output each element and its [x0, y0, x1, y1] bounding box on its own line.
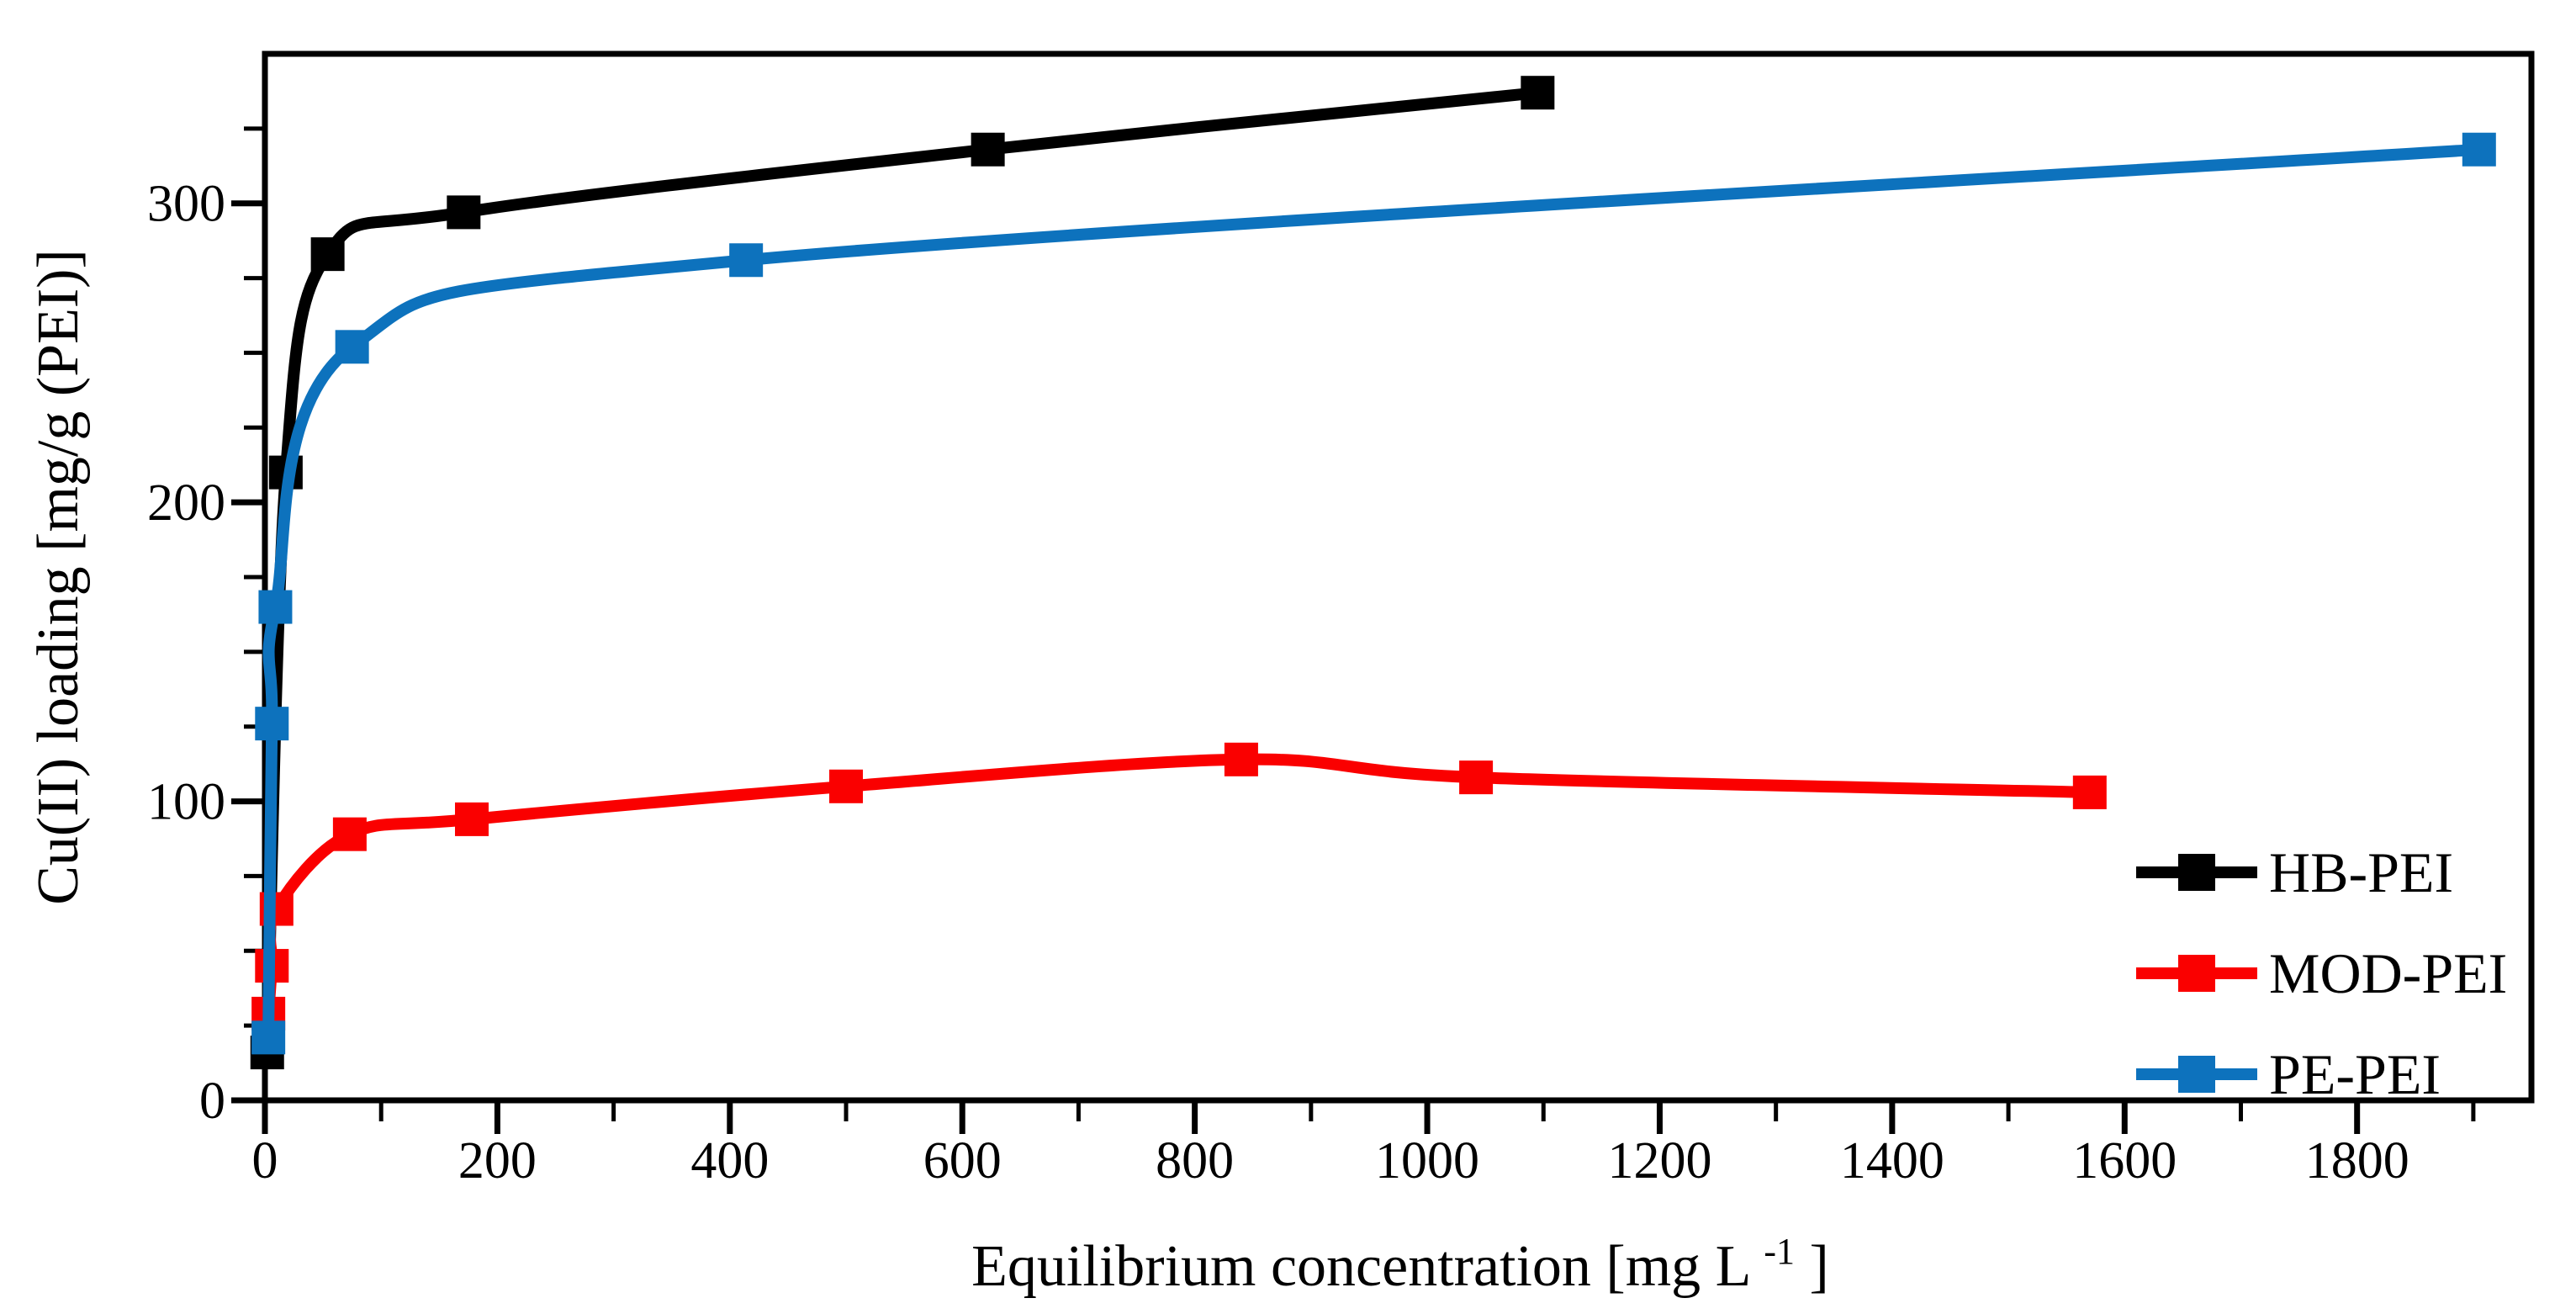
data-point-marker-pe-pei: [258, 590, 293, 624]
data-point-marker-mod-pei: [829, 769, 864, 803]
x-tick-label: 1800: [2305, 1132, 2409, 1189]
data-point-marker-hb-pei: [971, 132, 1005, 167]
data-point-marker-pe-pei: [251, 1020, 286, 1055]
x-tick-label: 200: [458, 1132, 537, 1189]
x-axis-title-close: ]: [1810, 1234, 1829, 1299]
x-tick-label: 1400: [1840, 1132, 1944, 1189]
x-tick-label: 1200: [1607, 1132, 1711, 1189]
y-axis-title: Cu(II) loading [mg/g (PEI)]: [26, 249, 91, 905]
axes-frame-group: 0 200 400 600 800 1000 1200 1400 1600 1800 0 100 200…: [147, 50, 2535, 1189]
series-group: [250, 76, 2496, 1070]
series-mod-pei: [251, 742, 2107, 1031]
x-tick-label: 400: [690, 1132, 769, 1189]
series-line-hb-pei: [261, 87, 1544, 1059]
data-point-marker-pe-pei: [255, 707, 289, 741]
data-point-marker-mod-pei: [1224, 742, 1258, 776]
data-point-marker-hb-pei: [1521, 76, 1555, 110]
data-point-marker-mod-pei: [332, 817, 367, 851]
legend-item-hb-pei: HB-PEI: [2136, 840, 2453, 904]
x-tick-label: 0: [252, 1132, 278, 1189]
x-axis-title: Equilibrium concentration [mg L -1 ]: [971, 1212, 1829, 1299]
series-hb-pei: [250, 76, 1555, 1070]
y-tick-label: 0: [199, 1073, 225, 1130]
data-point-marker-hb-pei: [447, 195, 481, 230]
x-tick-label: 1600: [2072, 1132, 2177, 1189]
x-tick-label: 1000: [1375, 1132, 1479, 1189]
data-point-marker-mod-pei: [2072, 775, 2107, 809]
series-line-mod-pei: [262, 753, 2096, 1020]
y-tick-label: 100: [147, 774, 225, 831]
data-point-marker-mod-pei: [1459, 760, 1494, 795]
legend-marker-pe-pei: [2178, 1056, 2215, 1093]
series-line-pe-pei: [262, 143, 2485, 1044]
legend-label-mod-pei: MOD-PEI: [2269, 941, 2507, 1005]
legend-label-pe-pei: PE-PEI: [2269, 1042, 2441, 1106]
y-tick-label: 300: [147, 176, 225, 233]
x-tick-label: 800: [1156, 1132, 1234, 1189]
series-pe-pei: [251, 132, 2496, 1055]
data-point-marker-pe-pei: [335, 330, 369, 364]
x-axis-title-superscript: -1: [1764, 1231, 1795, 1272]
data-point-marker-hb-pei: [310, 237, 345, 272]
x-tick-label: 600: [923, 1132, 1002, 1189]
legend-label-hb-pei: HB-PEI: [2269, 840, 2453, 904]
legend-item-mod-pei: MOD-PEI: [2136, 941, 2507, 1005]
data-point-marker-pe-pei: [729, 243, 764, 278]
legend-item-pe-pei: PE-PEI: [2136, 1042, 2441, 1106]
x-axis-title-main: Equilibrium concentration [mg L: [971, 1234, 1749, 1299]
data-point-marker-mod-pei: [455, 802, 489, 836]
legend-marker-mod-pei: [2178, 955, 2215, 992]
y-tick-label: 200: [147, 474, 225, 532]
legend-group: HB-PEI MOD-PEI PE-PEI: [2136, 840, 2507, 1106]
data-point-marker-pe-pei: [2462, 132, 2496, 167]
legend-marker-hb-pei: [2178, 854, 2215, 891]
